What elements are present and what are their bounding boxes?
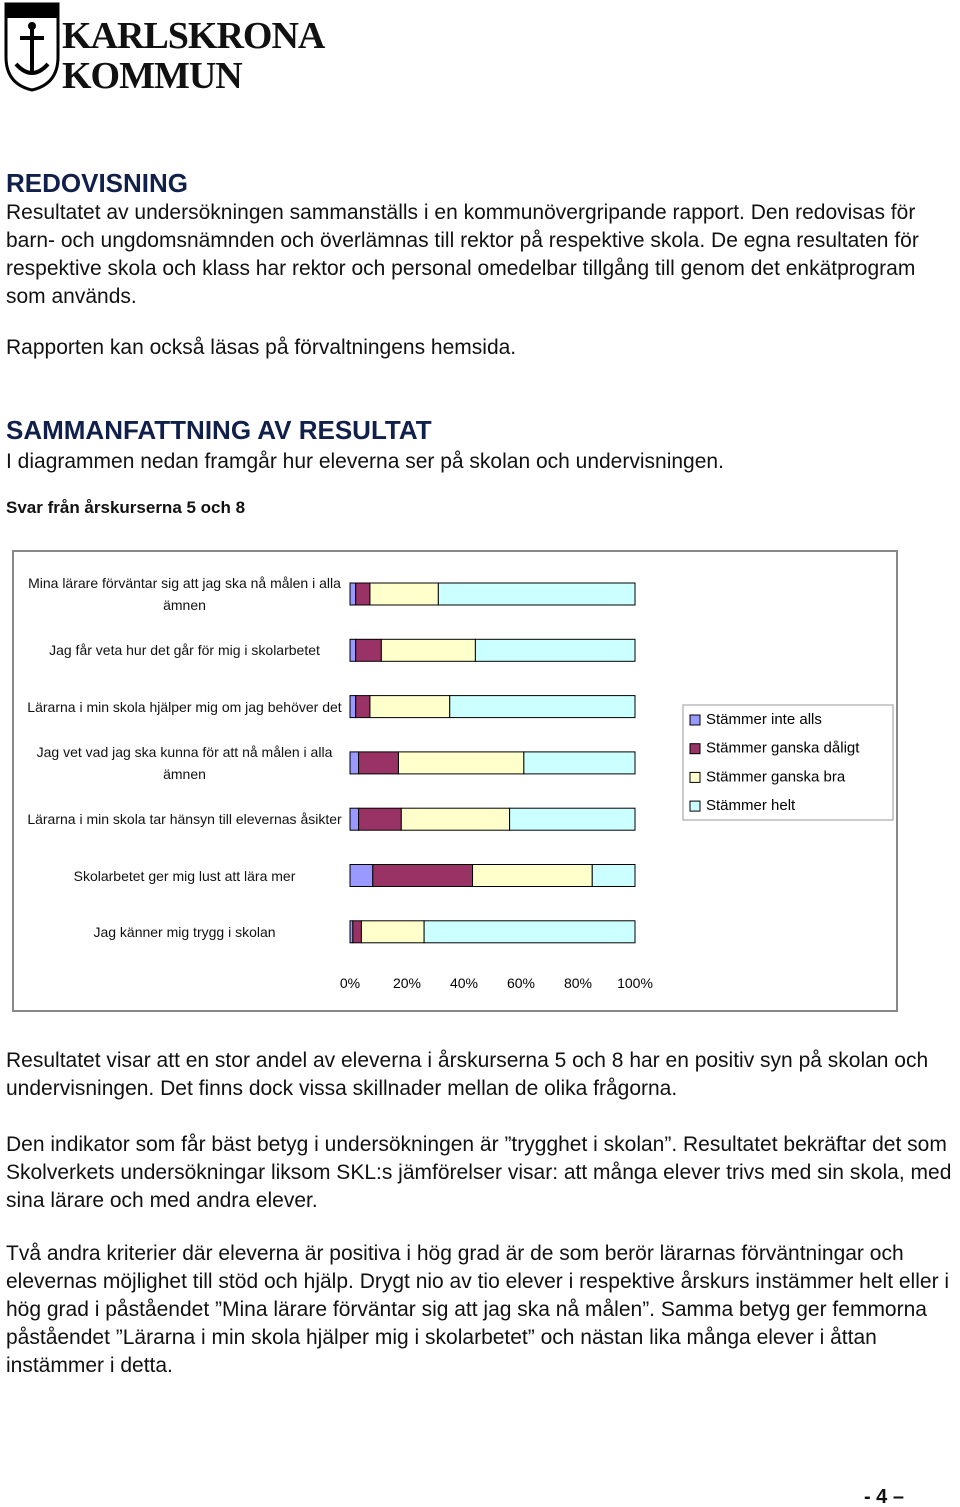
logo-crest [4,2,60,92]
bar-segment [349,695,357,719]
legend-swatch [689,714,701,726]
x-tick-label: 80% [564,975,592,991]
legend-label: Stämmer inte alls [706,711,822,728]
bar-segment [509,807,636,831]
heading: SAMMANFATTNING AV RESULTAT [6,415,432,445]
legend-label: Stämmer helt [706,797,796,814]
paragraph: Den indikator som får bäst betyg i under… [6,1133,952,1212]
bar-segment [474,638,636,662]
paragraph: Resultatet visar att en stor andel av el… [6,1049,929,1100]
category-label: Mina lärare förväntar sig att jag ska nå… [28,575,341,613]
bar-segment [360,920,425,944]
legend-label: Stämmer ganska bra [706,768,846,785]
legend-swatch [689,771,701,783]
bar-segment [523,751,636,775]
bar-segment [472,864,593,887]
bar-segment [380,638,476,662]
x-tick-label: 0% [340,975,360,991]
bar-segment [355,695,371,719]
paragraph: Resultatet av undersökningen sammanställ… [6,201,919,308]
bar-segment [400,807,511,831]
bar-segment [349,582,357,606]
logo-line: KARLSKRONA [62,15,325,57]
bar-segment [355,638,382,662]
chart-frame [12,550,898,1012]
legend-label: Stämmer ganska dåligt [706,740,860,757]
legend-swatch [689,800,701,812]
bar-segment [355,582,371,606]
bar-segment [369,695,451,719]
bar-segment [423,920,636,944]
bar-segment [349,638,357,662]
bar-segment [352,920,362,944]
x-tick-label: 60% [507,975,535,991]
bar-segment [591,864,636,887]
category-label: Skolarbetet ger mig lust att lära mer [73,867,296,884]
paragraph: I diagrammen nedan framgår hur eleverna … [6,450,724,473]
bar-segment [349,864,374,887]
category-label: Lärarna i min skola hjälper mig om jag b… [27,698,342,715]
bar-segment [358,807,402,831]
category-label: Lärarna i min skola tar hänsyn till elev… [27,811,342,828]
bar-segment [349,807,360,831]
bar-segment [372,864,474,887]
category-label: Jag vet vad jag ska kunna för att nå mål… [36,743,333,782]
category-label: Jag får veta hur det går för mig i skola… [49,642,320,659]
subheading: Svar från årskurserna 5 och 8 [6,498,246,517]
bar-segment [397,751,525,775]
paragraph: Rapporten kan också läsas på förvaltning… [6,336,517,359]
bar-segment [358,751,399,775]
legend-swatch [689,743,701,755]
bar-segment [369,582,439,606]
paragraph: Två andra kriterier där eleverna är posi… [6,1242,950,1377]
bar-segment [349,751,360,775]
x-tick-label: 40% [450,975,478,991]
legend-box [682,704,894,821]
heading: REDOVISNING [6,168,189,198]
bar-segment [437,582,636,606]
x-tick-label: 100% [617,975,653,991]
logo-line: KOMMUN [62,55,243,97]
page-number: - 4 – [863,1486,904,1507]
bar-segment [449,695,636,719]
x-tick-label: 20% [393,975,421,991]
category-label: Jag känner mig trygg i skolan [93,923,276,940]
logo-text: KARLSKRONA KOMMUN [62,15,325,97]
